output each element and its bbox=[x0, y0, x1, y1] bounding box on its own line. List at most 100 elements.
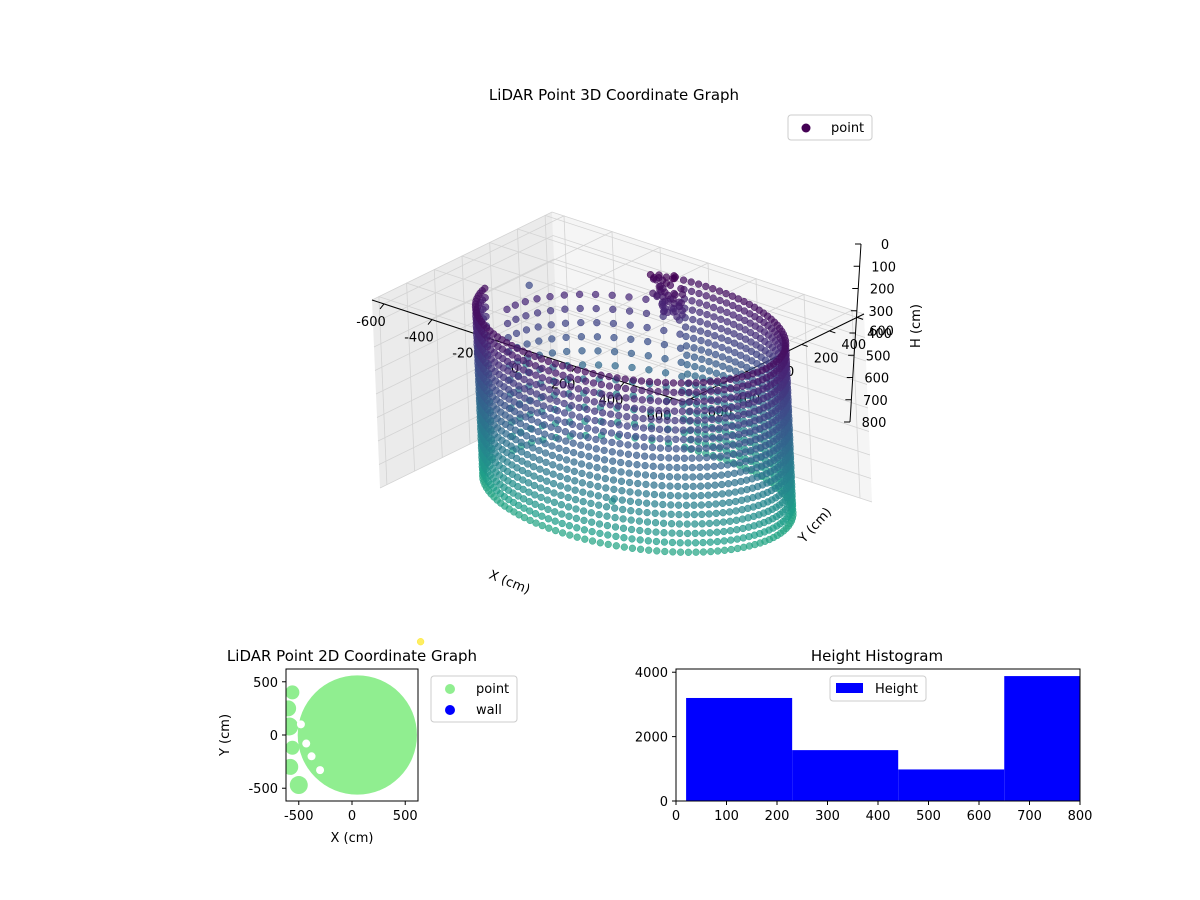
chart3d-point bbox=[569, 448, 578, 457]
chart3d-point bbox=[600, 456, 609, 464]
chart3d-ztick-label: 300 bbox=[868, 305, 893, 320]
hist-legend-swatch bbox=[836, 683, 863, 693]
chart3d-point bbox=[643, 499, 651, 507]
chart3d-point bbox=[736, 468, 745, 476]
chart3d-point bbox=[664, 435, 672, 443]
chart3d-point bbox=[587, 499, 595, 508]
chart3d-point bbox=[691, 539, 700, 547]
chart3d-point bbox=[681, 482, 690, 491]
chart3d-point bbox=[686, 407, 694, 415]
chart2d-point-cluster bbox=[286, 717, 299, 736]
chart3d-point bbox=[554, 435, 563, 443]
hist-xtick-label: 400 bbox=[866, 809, 891, 824]
chart3d-point bbox=[578, 347, 586, 355]
chart2d-legend: point wall bbox=[430, 675, 518, 723]
chart3d-point bbox=[668, 538, 677, 547]
chart3d-point bbox=[727, 545, 735, 554]
chart3d-point bbox=[661, 547, 669, 556]
hist-legend-label: Height bbox=[875, 682, 918, 697]
chart3d-ytick bbox=[856, 316, 864, 320]
chart3d-point bbox=[538, 374, 547, 382]
chart3d-point bbox=[552, 388, 561, 396]
chart3d-point bbox=[659, 308, 668, 316]
chart3d-point bbox=[558, 529, 567, 537]
chart3d-point bbox=[612, 542, 620, 550]
chart3d-point bbox=[573, 366, 582, 374]
chart3d-point bbox=[687, 426, 695, 434]
chart3d-point bbox=[636, 545, 645, 553]
chart3d-point bbox=[596, 539, 604, 547]
chart3d-point bbox=[535, 437, 543, 445]
chart3d-point bbox=[665, 454, 673, 462]
chart3d-point bbox=[706, 538, 714, 546]
chart3d-point bbox=[645, 546, 653, 554]
chart3d-point bbox=[642, 490, 650, 498]
chart3d-point bbox=[527, 406, 535, 414]
chart3d-point bbox=[573, 533, 581, 541]
chart3d-point bbox=[719, 518, 728, 526]
chart3d-point bbox=[705, 500, 713, 509]
chart3d-point bbox=[539, 402, 548, 410]
chart3d-point bbox=[698, 510, 706, 519]
chart3d-point bbox=[560, 409, 569, 417]
chart3d-point bbox=[727, 403, 736, 412]
chart3d-point bbox=[703, 320, 712, 328]
chart3d-point bbox=[563, 475, 572, 483]
chart3d-point bbox=[608, 448, 616, 456]
chart3d-point bbox=[723, 451, 731, 460]
chart3d-point bbox=[636, 536, 644, 544]
chart3d-point bbox=[681, 473, 689, 481]
chart3d-point bbox=[610, 495, 618, 503]
chart3d-point bbox=[609, 319, 618, 328]
hist-xtick-label: 700 bbox=[1017, 809, 1042, 824]
chart3d-point bbox=[529, 463, 538, 471]
chart3d-point bbox=[678, 372, 686, 381]
chart3d-point bbox=[606, 391, 614, 400]
chart3d-point bbox=[549, 479, 558, 488]
chart3d-point bbox=[661, 355, 669, 363]
chart3d-point bbox=[522, 413, 530, 421]
chart3d-point bbox=[713, 377, 722, 385]
chart3d-point bbox=[683, 511, 691, 519]
chart3d-point bbox=[706, 529, 714, 537]
chart3d-point bbox=[708, 425, 717, 433]
chart3d-point bbox=[718, 480, 726, 489]
chart3d-xtick-label: -600 bbox=[356, 315, 386, 330]
chart3d-point bbox=[628, 544, 637, 552]
chart3d-point bbox=[551, 526, 560, 535]
chart3d-point bbox=[724, 480, 733, 488]
chart3d-point bbox=[563, 347, 571, 356]
chart3d-point bbox=[689, 334, 698, 343]
chart3d-point bbox=[731, 497, 740, 506]
chart3d-point bbox=[716, 306, 725, 314]
chart3d-point bbox=[651, 500, 659, 508]
chart3d-point bbox=[615, 430, 624, 438]
chart3d-point bbox=[737, 477, 745, 486]
chart3d-point bbox=[534, 323, 542, 331]
chart3d-point bbox=[559, 371, 567, 379]
chart2d-ytick-label: -500 bbox=[248, 782, 278, 797]
chart3d-point bbox=[581, 368, 589, 376]
chart2d-legend-marker-point bbox=[445, 684, 455, 694]
chart3d-point bbox=[561, 319, 570, 327]
chart3d-point bbox=[642, 295, 650, 303]
hist-bar bbox=[686, 697, 793, 801]
chart3d-point bbox=[527, 416, 536, 424]
chart3d-point bbox=[617, 468, 625, 476]
chart3d-point bbox=[593, 463, 601, 472]
chart3d-point bbox=[586, 480, 594, 489]
chart3d-point bbox=[726, 375, 735, 383]
chart3d-point bbox=[670, 407, 679, 415]
chart3d-point bbox=[601, 465, 609, 473]
chart3d-point bbox=[520, 375, 528, 384]
chart3d-point bbox=[684, 548, 693, 556]
chart3d-point bbox=[584, 424, 592, 432]
chart3d-point bbox=[628, 363, 636, 372]
chart3d-point bbox=[656, 444, 665, 452]
chart3d-point bbox=[651, 519, 660, 527]
chart3d-point bbox=[698, 529, 707, 537]
chart3d-point bbox=[591, 407, 599, 415]
chart3d-point bbox=[648, 434, 656, 442]
chart3d-point bbox=[671, 291, 679, 299]
chart3d-point bbox=[586, 490, 595, 498]
